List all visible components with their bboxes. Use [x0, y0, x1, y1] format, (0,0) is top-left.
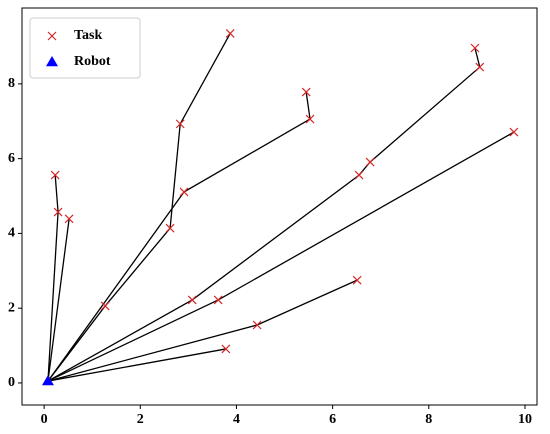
task-marker	[475, 62, 485, 72]
route-line	[47, 175, 59, 382]
route-line	[47, 279, 358, 382]
legend: Task Robot	[29, 17, 141, 79]
task-marker	[165, 223, 175, 233]
task-marker	[352, 275, 362, 285]
task-marker	[305, 114, 315, 124]
y-tick-label: 0	[8, 375, 15, 390]
plot-frame	[21, 7, 538, 406]
task-marker	[354, 170, 364, 180]
task-marker	[53, 207, 63, 217]
task-marker	[47, 31, 57, 41]
task-marker	[213, 295, 223, 305]
legend-box	[29, 17, 141, 79]
task-marker	[50, 170, 60, 180]
task-marker	[365, 157, 375, 167]
x-tick-label: 8	[425, 412, 432, 427]
task-marker	[179, 187, 189, 197]
route-line	[47, 131, 515, 382]
route-line	[47, 33, 231, 382]
y-tick-label: 6	[8, 151, 15, 166]
x-tick-label: 0	[41, 412, 48, 427]
route-line	[47, 218, 70, 382]
legend-label: Robot	[74, 54, 111, 69]
legend-label: Task	[74, 28, 103, 43]
y-tick-label: 4	[8, 226, 15, 241]
x-tick-label: 4	[233, 412, 240, 427]
y-tick-label: 2	[8, 300, 15, 315]
task-marker	[100, 301, 110, 311]
task-marker	[221, 344, 231, 354]
robot-marker	[41, 375, 54, 386]
task-marker	[301, 87, 311, 97]
task-marker	[509, 127, 519, 137]
task-marker	[64, 214, 74, 224]
robot-marker	[46, 56, 58, 67]
x-tick-label: 10	[518, 412, 532, 427]
y-tick-label: 8	[8, 76, 15, 91]
task-marker	[252, 320, 262, 330]
route-line	[47, 92, 311, 382]
task-marker	[175, 119, 185, 129]
task-marker	[470, 43, 480, 53]
task-marker	[225, 28, 235, 38]
x-tick-label: 2	[137, 412, 144, 427]
route-line	[47, 47, 481, 382]
task-marker	[187, 295, 197, 305]
x-tick-label: 6	[329, 412, 336, 427]
route-line	[47, 348, 226, 382]
